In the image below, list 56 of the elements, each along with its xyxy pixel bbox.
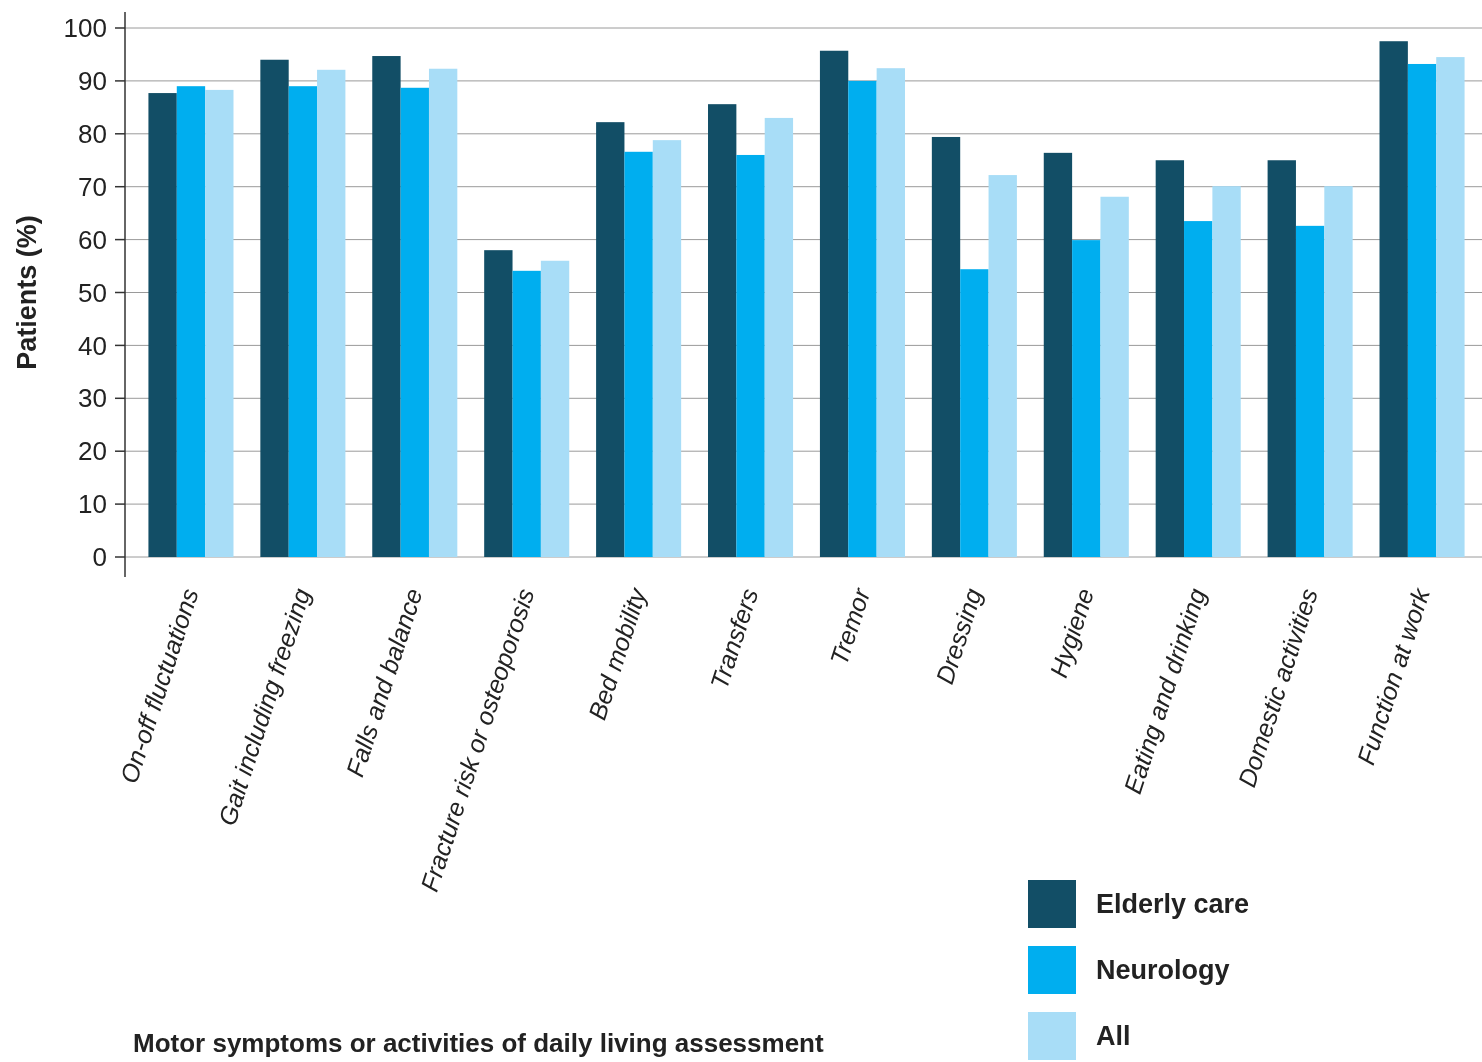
bar bbox=[624, 151, 653, 557]
y-tick-label: 80 bbox=[78, 118, 107, 149]
bar bbox=[819, 50, 849, 557]
x-tick-label: Falls and balance bbox=[340, 584, 428, 780]
bar bbox=[372, 56, 401, 557]
x-tick-label: Tremor bbox=[824, 583, 876, 669]
y-tick-label: 40 bbox=[78, 330, 107, 361]
bar bbox=[1295, 225, 1325, 557]
x-tick-label: Bed mobility bbox=[582, 583, 652, 724]
bar bbox=[960, 269, 989, 557]
bar bbox=[1212, 186, 1241, 557]
y-tick-label: 90 bbox=[78, 66, 107, 96]
y-tick-label: 70 bbox=[78, 171, 107, 202]
bar bbox=[1379, 41, 1408, 557]
bar bbox=[484, 250, 513, 557]
y-tick-label: 100 bbox=[63, 13, 107, 44]
bar bbox=[1043, 152, 1073, 557]
bar bbox=[1100, 196, 1129, 557]
y-tick-label: 20 bbox=[78, 436, 107, 467]
bar bbox=[260, 59, 289, 557]
legend-label: Neurology bbox=[1096, 955, 1230, 986]
bar bbox=[512, 270, 541, 557]
y-tick-label: 30 bbox=[78, 383, 107, 414]
bar bbox=[708, 104, 737, 557]
bar bbox=[176, 86, 206, 557]
bar bbox=[764, 117, 794, 557]
bar bbox=[148, 93, 177, 557]
y-tick-label: 10 bbox=[78, 489, 107, 520]
legend-label: Elderly care bbox=[1096, 889, 1250, 920]
bar bbox=[1267, 160, 1296, 557]
bar bbox=[1184, 221, 1213, 557]
bar bbox=[652, 140, 682, 557]
bar bbox=[1436, 57, 1465, 557]
bar bbox=[848, 80, 877, 557]
y-tick-label: 0 bbox=[92, 542, 107, 573]
y-axis-title: Patients (%) bbox=[12, 215, 42, 370]
bar bbox=[1155, 160, 1185, 557]
bar bbox=[540, 260, 570, 557]
bar bbox=[1407, 63, 1437, 557]
bar bbox=[1072, 240, 1101, 557]
bar bbox=[400, 87, 429, 557]
bar bbox=[988, 175, 1017, 557]
bar bbox=[1324, 186, 1353, 557]
bar bbox=[288, 86, 318, 557]
y-tick-label: 50 bbox=[78, 277, 107, 308]
legend-label: All bbox=[1096, 1021, 1131, 1052]
x-tick-label: Hygiene bbox=[1044, 584, 1100, 681]
bar bbox=[931, 136, 961, 557]
bar bbox=[317, 69, 346, 557]
bar bbox=[205, 89, 234, 557]
bar bbox=[876, 68, 905, 557]
bar bbox=[736, 154, 765, 557]
bar bbox=[596, 122, 625, 557]
text: Motor symptoms or activities of daily living assessment bbox=[133, 1028, 824, 1058]
y-tick-label: 60 bbox=[78, 224, 107, 255]
bar bbox=[428, 68, 458, 557]
